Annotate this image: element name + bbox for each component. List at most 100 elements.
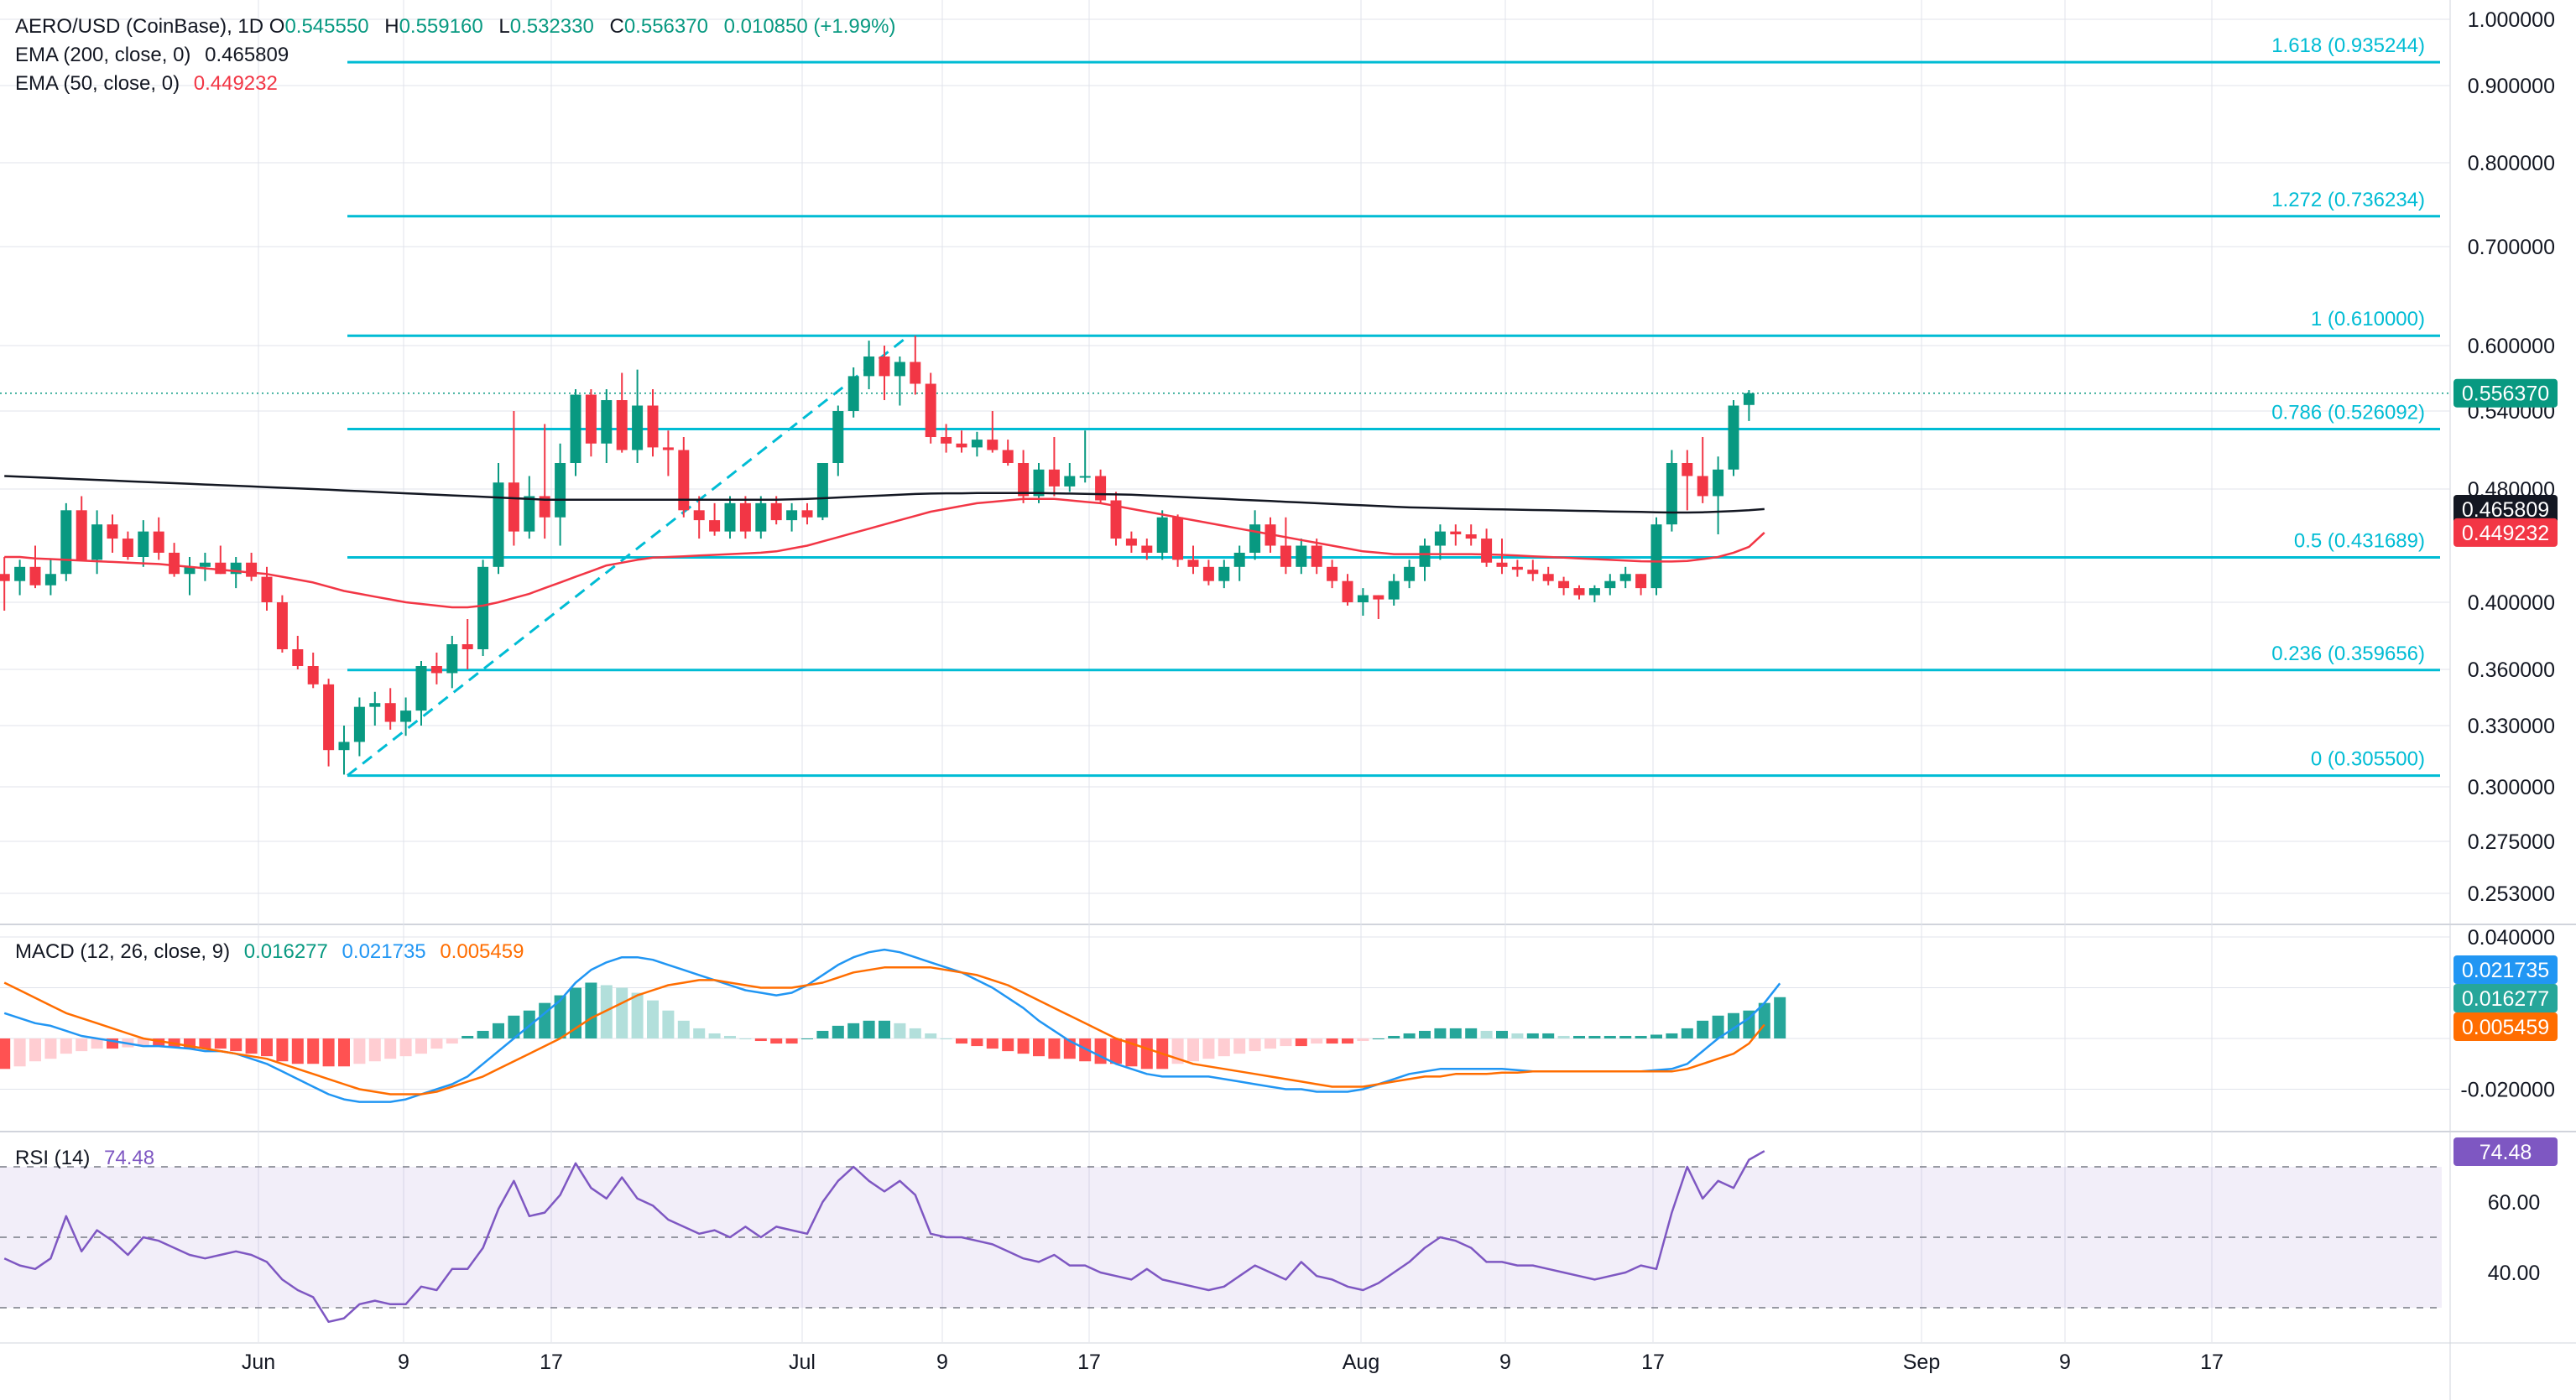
symbol-title: AERO/USD (CoinBase), 1D bbox=[15, 15, 264, 38]
time-tick-label: Aug bbox=[1343, 1351, 1379, 1374]
candle-body bbox=[307, 666, 319, 684]
macd-histogram-bar bbox=[338, 1038, 350, 1067]
macd-histogram-bar bbox=[1388, 1035, 1400, 1038]
candle-body bbox=[508, 482, 519, 532]
macd-histogram-bar bbox=[1573, 1035, 1585, 1038]
candle-body bbox=[1697, 476, 1708, 497]
macd-histogram-bar bbox=[909, 1028, 921, 1038]
rsi-line bbox=[3, 1150, 1765, 1324]
ema200-label: EMA (200, close, 0) bbox=[15, 44, 191, 66]
candle-body bbox=[384, 703, 396, 722]
candlestick-series bbox=[0, 336, 2450, 775]
time-axis[interactable]: Jun 9 17 Jul 9 17 Aug 9 17 Sep 9 17 bbox=[242, 1351, 2224, 1374]
macd-histogram-bar bbox=[415, 1038, 427, 1054]
fib-level-label: 1.618 (0.935244) bbox=[2271, 34, 2425, 57]
macd-histogram-bar bbox=[1603, 1035, 1616, 1038]
macd-histogram-bar bbox=[230, 1038, 242, 1052]
candle-body bbox=[1650, 524, 1662, 589]
candle-body bbox=[138, 531, 149, 557]
macd-histogram-bar bbox=[894, 1023, 906, 1038]
candle-body bbox=[1713, 469, 1724, 497]
macd-histogram-bar bbox=[754, 1038, 767, 1042]
change-value: 0.010850 (+1.99%) bbox=[723, 15, 896, 38]
fib-level-label: 1 (0.610000) bbox=[2311, 308, 2425, 330]
candle-body bbox=[755, 502, 767, 532]
macd-histogram-bar bbox=[384, 1038, 397, 1059]
macd-histogram-bar bbox=[1434, 1028, 1447, 1038]
rsi-tick-label: 60.00 bbox=[2488, 1191, 2541, 1215]
macd-histogram-bar bbox=[1588, 1035, 1601, 1038]
candle-body bbox=[153, 531, 164, 553]
high-label: H bbox=[384, 15, 399, 38]
candle-body bbox=[122, 539, 133, 557]
macd-line-badge: 0.021735 bbox=[2462, 959, 2549, 982]
candle-body bbox=[1404, 566, 1416, 581]
candle-body bbox=[477, 566, 489, 649]
macd-legend[interactable]: MACD (12, 26, close, 9) 0.016277 0.02173… bbox=[15, 940, 532, 964]
candle-body bbox=[555, 463, 566, 518]
fibonacci-retracement[interactable]: 0 (0.305500) 0.236 (0.359656) 0.5 (0.43168… bbox=[347, 34, 2440, 778]
macd-hist-badge: 0.016277 bbox=[2462, 987, 2549, 1011]
macd-histogram-bar bbox=[1280, 1038, 1292, 1047]
price-axis[interactable]: 1.000000 0.900000 0.800000 0.700000 0.600000… bbox=[2453, 8, 2558, 1285]
ema50-line bbox=[4, 497, 1765, 609]
candle-body bbox=[1141, 545, 1153, 553]
ema200-value: 0.465809 bbox=[205, 44, 289, 66]
macd-histogram-bar bbox=[353, 1038, 366, 1064]
macd-histogram-bar bbox=[816, 1030, 829, 1038]
candle-body bbox=[709, 520, 721, 532]
macd-histogram-bar bbox=[662, 1010, 675, 1038]
candle-body bbox=[1156, 517, 1168, 553]
candle-body bbox=[1280, 545, 1291, 567]
macd-histogram-bar bbox=[214, 1038, 227, 1049]
fib-level-label: 0.236 (0.359656) bbox=[2271, 643, 2425, 665]
macd-histogram-bar bbox=[1681, 1028, 1693, 1038]
candle-body bbox=[246, 562, 258, 577]
candle-body bbox=[1187, 559, 1199, 567]
candle-body bbox=[400, 710, 412, 722]
rsi-legend[interactable]: RSI (14) 74.48 bbox=[15, 1147, 163, 1170]
candle-body bbox=[1002, 450, 1014, 463]
macd-histogram-bar bbox=[76, 1038, 88, 1052]
candle-body bbox=[662, 447, 674, 450]
macd-histogram-bar bbox=[708, 1033, 721, 1038]
macd-histogram-bar bbox=[1774, 997, 1786, 1038]
macd-histogram-bar bbox=[724, 1035, 736, 1038]
macd-histogram-bar bbox=[199, 1038, 211, 1049]
ema50-badge: 0.449232 bbox=[2462, 522, 2549, 545]
candle-body bbox=[461, 644, 473, 649]
candle-body bbox=[910, 362, 921, 384]
ema200-legend[interactable]: EMA (200, close, 0) 0.465809 bbox=[15, 44, 297, 67]
macd-signal-badge: 0.005459 bbox=[2462, 1016, 2549, 1039]
candle-body bbox=[724, 502, 736, 532]
macd-histogram-bar bbox=[847, 1023, 860, 1038]
candle-body bbox=[1635, 574, 1647, 589]
candle-body bbox=[678, 450, 690, 511]
candle-body bbox=[199, 562, 211, 567]
macd-histogram-bar bbox=[925, 1033, 937, 1038]
candle-body bbox=[1450, 531, 1462, 534]
candle-body bbox=[369, 703, 381, 707]
price-tick-label: 0.275000 bbox=[2468, 830, 2555, 854]
time-tick-label: Jun bbox=[242, 1351, 275, 1374]
macd-histogram-bar bbox=[1511, 1033, 1524, 1038]
candle-body bbox=[338, 742, 350, 751]
candle-body bbox=[91, 524, 103, 560]
ema50-legend[interactable]: EMA (50, close, 0) 0.449232 bbox=[15, 72, 286, 96]
macd-histogram-bar bbox=[60, 1038, 72, 1054]
macd-histogram-bar bbox=[29, 1038, 41, 1062]
low-value: 0.532330 bbox=[509, 15, 594, 38]
candle-body bbox=[847, 376, 859, 411]
macd-histogram-bar bbox=[1048, 1038, 1061, 1059]
macd-histogram-bar bbox=[493, 1023, 504, 1038]
macd-histogram-bar bbox=[307, 1038, 320, 1064]
candle-body bbox=[1218, 566, 1230, 581]
candle-body bbox=[169, 552, 180, 575]
candle-body bbox=[632, 405, 644, 450]
candle-body bbox=[616, 400, 628, 450]
macd-histogram-bar bbox=[616, 987, 628, 1038]
macd-histogram-bar bbox=[368, 1038, 381, 1062]
candle-body bbox=[215, 562, 227, 575]
macd-histogram-bar bbox=[508, 1015, 520, 1038]
